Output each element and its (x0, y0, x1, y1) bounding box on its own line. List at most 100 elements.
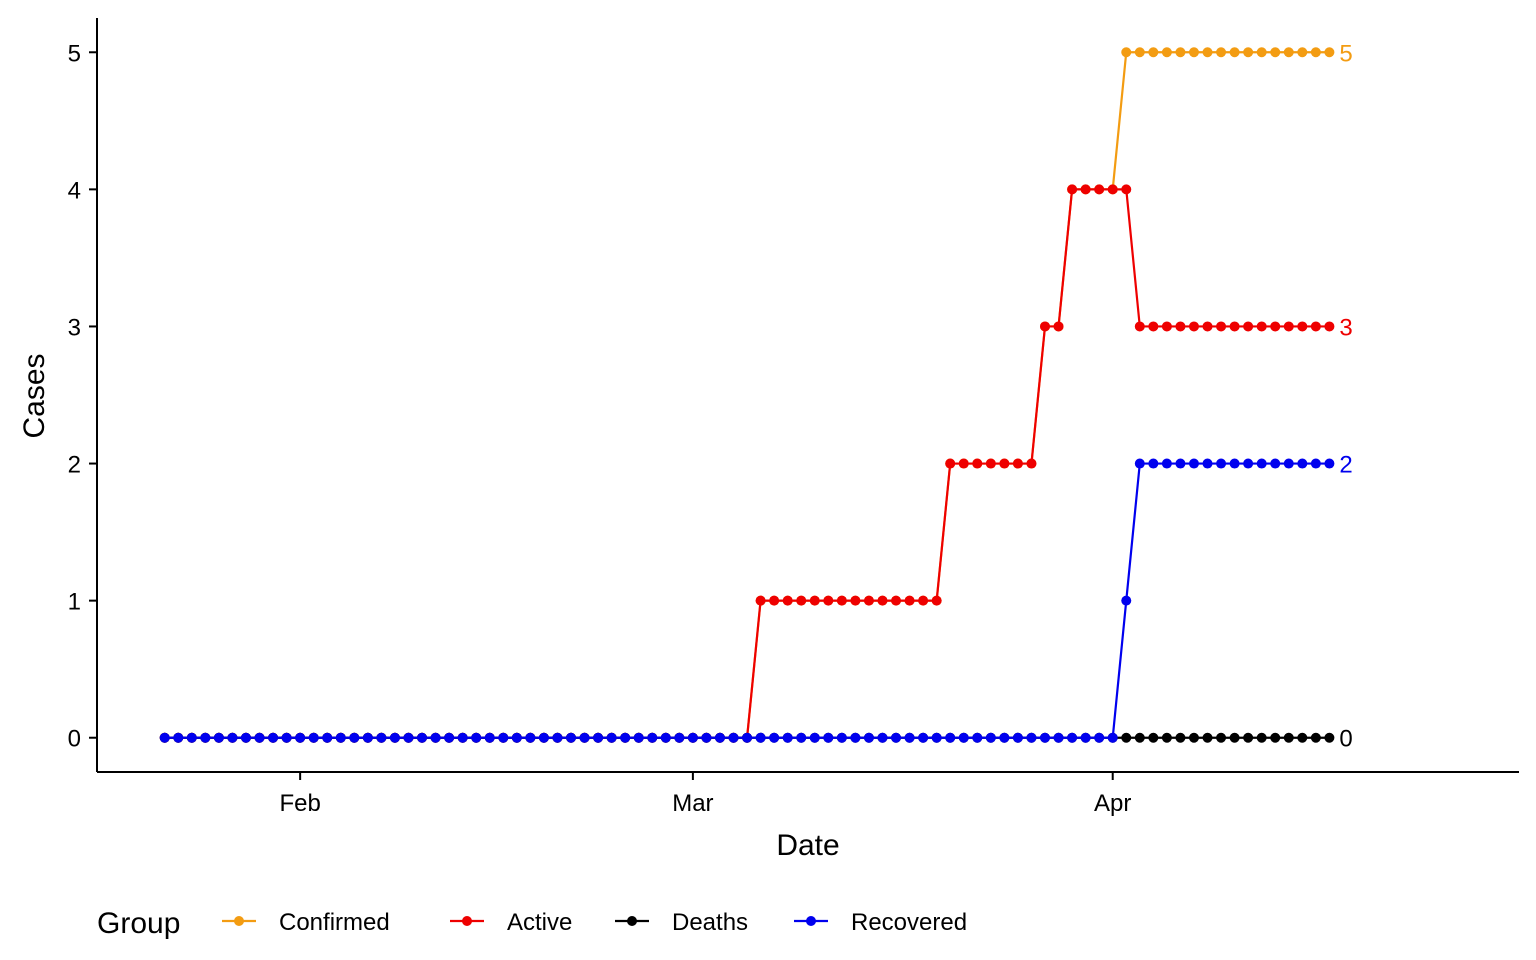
data-point-active (904, 595, 915, 606)
data-point-active (918, 595, 929, 606)
data-point-recovered (714, 732, 725, 743)
data-point-recovered (674, 732, 685, 743)
y-tick-label: 2 (68, 452, 81, 479)
data-point-active (1080, 184, 1091, 195)
data-point-recovered (755, 732, 766, 743)
data-point-active (782, 595, 793, 606)
x-tick-label: Feb (279, 790, 320, 817)
data-point-deaths (1202, 732, 1213, 743)
data-point-recovered (186, 732, 197, 743)
data-point-recovered (159, 732, 170, 743)
data-point-confirmed (1243, 47, 1254, 58)
data-point-recovered (295, 732, 306, 743)
legend: Group Confirmed Active Deaths Recovered (97, 907, 967, 940)
data-point-recovered (769, 732, 780, 743)
data-point-recovered (904, 732, 915, 743)
data-point-confirmed (1256, 47, 1267, 58)
data-point-recovered (498, 732, 509, 743)
data-point-recovered (1107, 732, 1118, 743)
legend-item-confirmed: Confirmed (222, 909, 390, 936)
y-axis-title: Cases (18, 353, 51, 438)
data-point-recovered (389, 732, 400, 743)
data-point-recovered (471, 732, 482, 743)
data-point-recovered (836, 732, 847, 743)
data-point-confirmed (1134, 47, 1145, 58)
data-point-deaths (1148, 732, 1159, 743)
data-point-recovered (1188, 458, 1199, 469)
data-point-active (1067, 184, 1078, 195)
data-point-recovered (985, 732, 996, 743)
data-point-recovered (1243, 458, 1254, 469)
data-point-confirmed (1121, 47, 1132, 58)
data-point-active (1243, 321, 1254, 332)
data-point-recovered (444, 732, 455, 743)
data-point-recovered (999, 732, 1010, 743)
data-point-active (1297, 321, 1308, 332)
data-point-recovered (1121, 595, 1132, 606)
data-point-recovered (1012, 732, 1023, 743)
data-point-recovered (1297, 458, 1308, 469)
series-line-confirmed (164, 51, 1330, 739)
x-axis-ticks: Feb Mar Apr (279, 772, 1131, 817)
data-point-active (945, 458, 956, 469)
data-point-active (1216, 321, 1227, 332)
data-point-recovered (1094, 732, 1105, 743)
legend-key-dot (462, 916, 472, 926)
y-axis-ticks: 0 1 2 3 4 5 (68, 40, 97, 753)
end-label-confirmed: 5 (1339, 40, 1352, 67)
data-point-recovered (322, 732, 333, 743)
data-point-recovered (552, 732, 563, 743)
data-point-confirmed (1161, 47, 1172, 58)
data-point-recovered (1310, 458, 1321, 469)
data-point-deaths (1297, 732, 1308, 743)
data-point-recovered (1202, 458, 1213, 469)
data-point-deaths (1134, 732, 1145, 743)
data-point-confirmed (1175, 47, 1186, 58)
data-point-active (1053, 321, 1064, 332)
data-point-recovered (538, 732, 549, 743)
series-confirmed (159, 47, 1335, 743)
data-point-recovered (823, 732, 834, 743)
data-point-active (985, 458, 996, 469)
data-point-deaths (1270, 732, 1281, 743)
data-point-active (1121, 184, 1132, 195)
data-point-active (769, 595, 780, 606)
data-point-active (931, 595, 942, 606)
data-point-recovered (647, 732, 658, 743)
data-point-recovered (1229, 458, 1240, 469)
data-point-confirmed (1229, 47, 1240, 58)
data-point-recovered (1175, 458, 1186, 469)
data-point-recovered (782, 732, 793, 743)
data-point-recovered (457, 732, 468, 743)
legend-label: Active (507, 909, 572, 936)
data-point-deaths (1256, 732, 1267, 743)
data-point-recovered (403, 732, 414, 743)
data-point-active (863, 595, 874, 606)
data-point-recovered (809, 732, 820, 743)
data-point-recovered (349, 732, 360, 743)
x-axis-title: Date (776, 829, 839, 862)
data-point-deaths (1324, 732, 1335, 743)
data-point-recovered (593, 732, 604, 743)
data-point-recovered (931, 732, 942, 743)
data-point-active (1026, 458, 1037, 469)
data-point-recovered (1067, 732, 1078, 743)
data-point-recovered (1256, 458, 1267, 469)
y-tick-label: 5 (68, 40, 81, 67)
data-point-recovered (850, 732, 861, 743)
data-point-active (1134, 321, 1145, 332)
data-point-recovered (796, 732, 807, 743)
data-point-active (1107, 184, 1118, 195)
data-point-recovered (566, 732, 576, 743)
series-end-labels: 5 3 0 2 (1339, 40, 1352, 752)
data-point-recovered (200, 732, 211, 743)
data-point-active (1324, 321, 1335, 332)
legend-label: Recovered (851, 909, 967, 936)
data-point-confirmed (1202, 47, 1213, 58)
data-point-recovered (254, 732, 265, 743)
data-point-recovered (945, 732, 956, 743)
y-tick-label: 1 (68, 589, 81, 616)
data-point-recovered (863, 732, 874, 743)
legend-item-recovered: Recovered (794, 909, 967, 936)
data-point-active (999, 458, 1010, 469)
